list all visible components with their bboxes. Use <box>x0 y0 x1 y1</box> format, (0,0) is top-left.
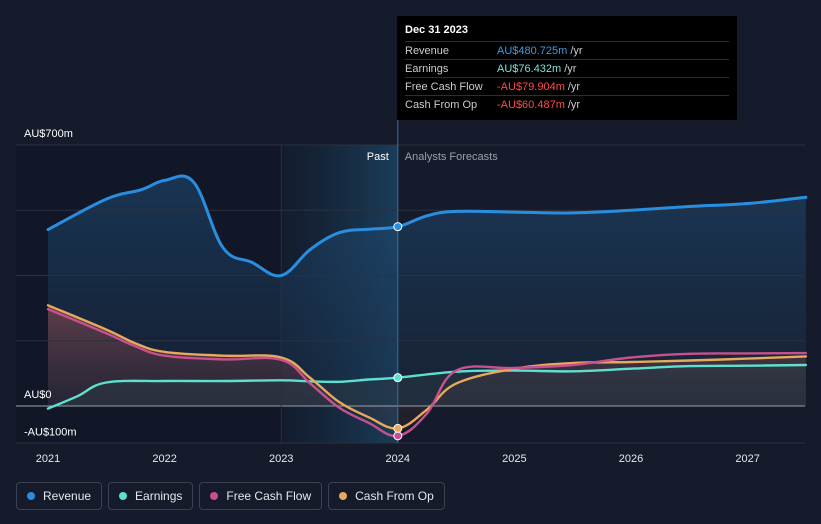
tooltip-date: Dec 31 2023 <box>405 24 468 36</box>
tooltip-row-unit: /yr <box>567 80 581 93</box>
legend-dot-icon <box>339 492 348 500</box>
legend-label: Cash From Op <box>355 489 434 503</box>
x-tick-label: 2026 <box>619 453 643 465</box>
legend-dot-icon <box>210 492 219 500</box>
x-tick-label: 2024 <box>386 453 410 465</box>
tooltip-row-name: Free Cash Flow <box>405 80 483 93</box>
x-tick-label: 2025 <box>502 453 526 465</box>
tooltip-row-value: AU$76.432m <box>497 62 562 75</box>
tooltip-row: Cash From Op -AU$60.487m/yr <box>405 95 729 113</box>
tooltip-row: Earnings AU$76.432m/yr <box>405 59 729 77</box>
y-tick-label: -AU$100m <box>24 426 77 438</box>
tooltip-row-unit: /yr <box>564 62 577 75</box>
point-marker <box>393 431 403 441</box>
legend-label: Earnings <box>135 489 183 503</box>
tooltip-row-name: Earnings <box>405 62 449 75</box>
legend-dot-icon <box>119 492 128 500</box>
point-marker <box>393 222 403 232</box>
revenue-line <box>46 174 808 278</box>
earnings-area <box>48 365 806 409</box>
tooltip-row-value: AU$480.725m <box>497 44 568 57</box>
legend-item-revenue[interactable]: Revenue <box>16 482 103 510</box>
x-tick-label: 2021 <box>36 453 60 465</box>
revenue-area <box>48 176 806 406</box>
forecast-label: Analysts Forecasts <box>405 151 498 163</box>
y-tick-label: AU$700m <box>24 128 73 140</box>
tooltip-row-unit: /yr <box>567 98 581 111</box>
legend: Revenue Earnings Free Cash Flow Cash From O… <box>16 482 445 510</box>
tooltip-row-name: Revenue <box>405 44 450 57</box>
tooltip-row: Revenue AU$480.725m/yr <box>405 41 729 59</box>
free-cash-flow-line <box>46 307 808 438</box>
tooltip-row: Free Cash Flow -AU$79.904m/yr <box>405 77 729 95</box>
earnings-line <box>46 363 808 410</box>
x-tick-label: 2022 <box>152 453 176 465</box>
x-tick-label: 2027 <box>735 453 759 465</box>
tooltip: Dec 31 2023 Revenue AU$480.725m/yr Earning… <box>397 16 737 120</box>
x-tick-label: 2023 <box>269 453 293 465</box>
tooltip-row-value: -AU$60.487m <box>497 98 565 111</box>
legend-label: Free Cash Flow <box>226 489 312 503</box>
tooltip-row-unit: /yr <box>570 44 583 57</box>
point-marker <box>393 373 403 383</box>
tooltip-row-name: Cash From Op <box>405 98 478 111</box>
point-marker <box>393 423 403 433</box>
legend-label: Revenue <box>43 489 92 503</box>
legend-item-cash-from-op[interactable]: Cash From Op <box>328 482 445 510</box>
tooltip-row-value: -AU$79.904m <box>497 80 565 93</box>
legend-dot-icon <box>27 492 35 500</box>
past-label: Past <box>367 151 389 163</box>
y-tick-label: AU$0 <box>24 389 52 401</box>
legend-item-earnings[interactable]: Earnings <box>108 482 194 510</box>
cash-from-op-line <box>46 304 808 430</box>
legend-item-free-cash-flow[interactable]: Free Cash Flow <box>199 482 323 510</box>
